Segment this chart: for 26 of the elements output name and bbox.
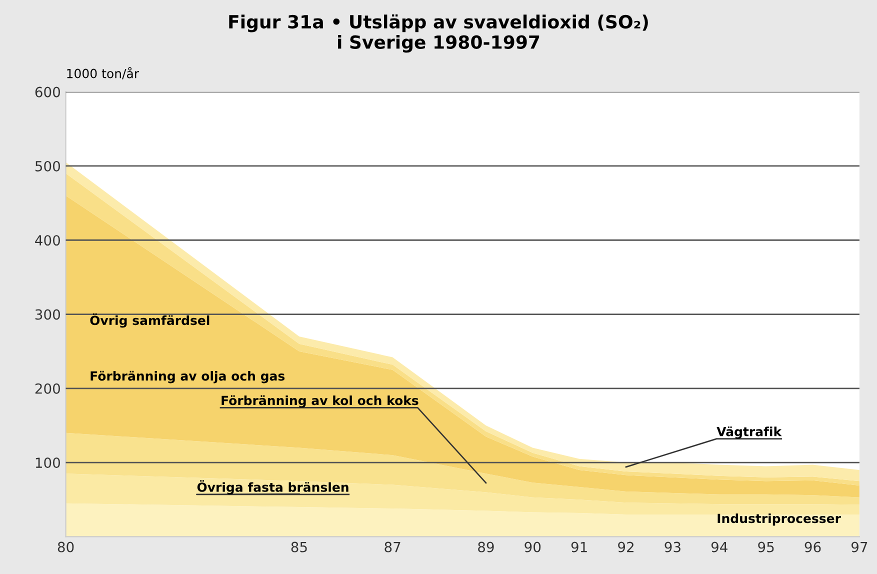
x-tick-label: 96 bbox=[804, 542, 821, 552]
x-tick-label: 94 bbox=[711, 542, 728, 552]
series-label: Övrig samfärdsel bbox=[90, 313, 210, 328]
x-tick-label: 87 bbox=[384, 542, 400, 552]
x-tick-label: 93 bbox=[664, 542, 680, 552]
x-tick-label: 90 bbox=[524, 542, 541, 552]
series-label: Industriprocesser bbox=[718, 513, 841, 526]
x-tick-label: 97 bbox=[852, 542, 868, 552]
y-tick-label: 400 bbox=[35, 235, 60, 246]
x-tick-label: 80 bbox=[58, 542, 74, 552]
series-label: Övriga fasta bränslen bbox=[197, 480, 348, 494]
y-tick-label: 200 bbox=[35, 383, 60, 394]
y-tick-label: 300 bbox=[35, 309, 60, 320]
x-tick-label: 85 bbox=[291, 542, 307, 552]
x-tick-label: 95 bbox=[758, 542, 774, 552]
text: Förbränning av kol och koks bbox=[222, 395, 418, 408]
x-tick-label: 91 bbox=[571, 542, 587, 552]
y-axis-title: 1000 ton/år bbox=[67, 67, 140, 80]
x-tick-label: 89 bbox=[478, 542, 494, 552]
x-tick-label: 92 bbox=[618, 542, 634, 552]
text: Vägtrafik bbox=[716, 426, 782, 439]
y-tick-label: 500 bbox=[35, 160, 60, 172]
y-tick-label: 100 bbox=[36, 458, 60, 468]
y-tick-label: 600 bbox=[35, 86, 60, 98]
chart-title: Figur 31a • Utsläpp av svaveldioxid (SO₂) i Sverige 1980-1997 bbox=[229, 14, 648, 53]
series-label: Förbränning av olja och gas bbox=[90, 370, 285, 384]
